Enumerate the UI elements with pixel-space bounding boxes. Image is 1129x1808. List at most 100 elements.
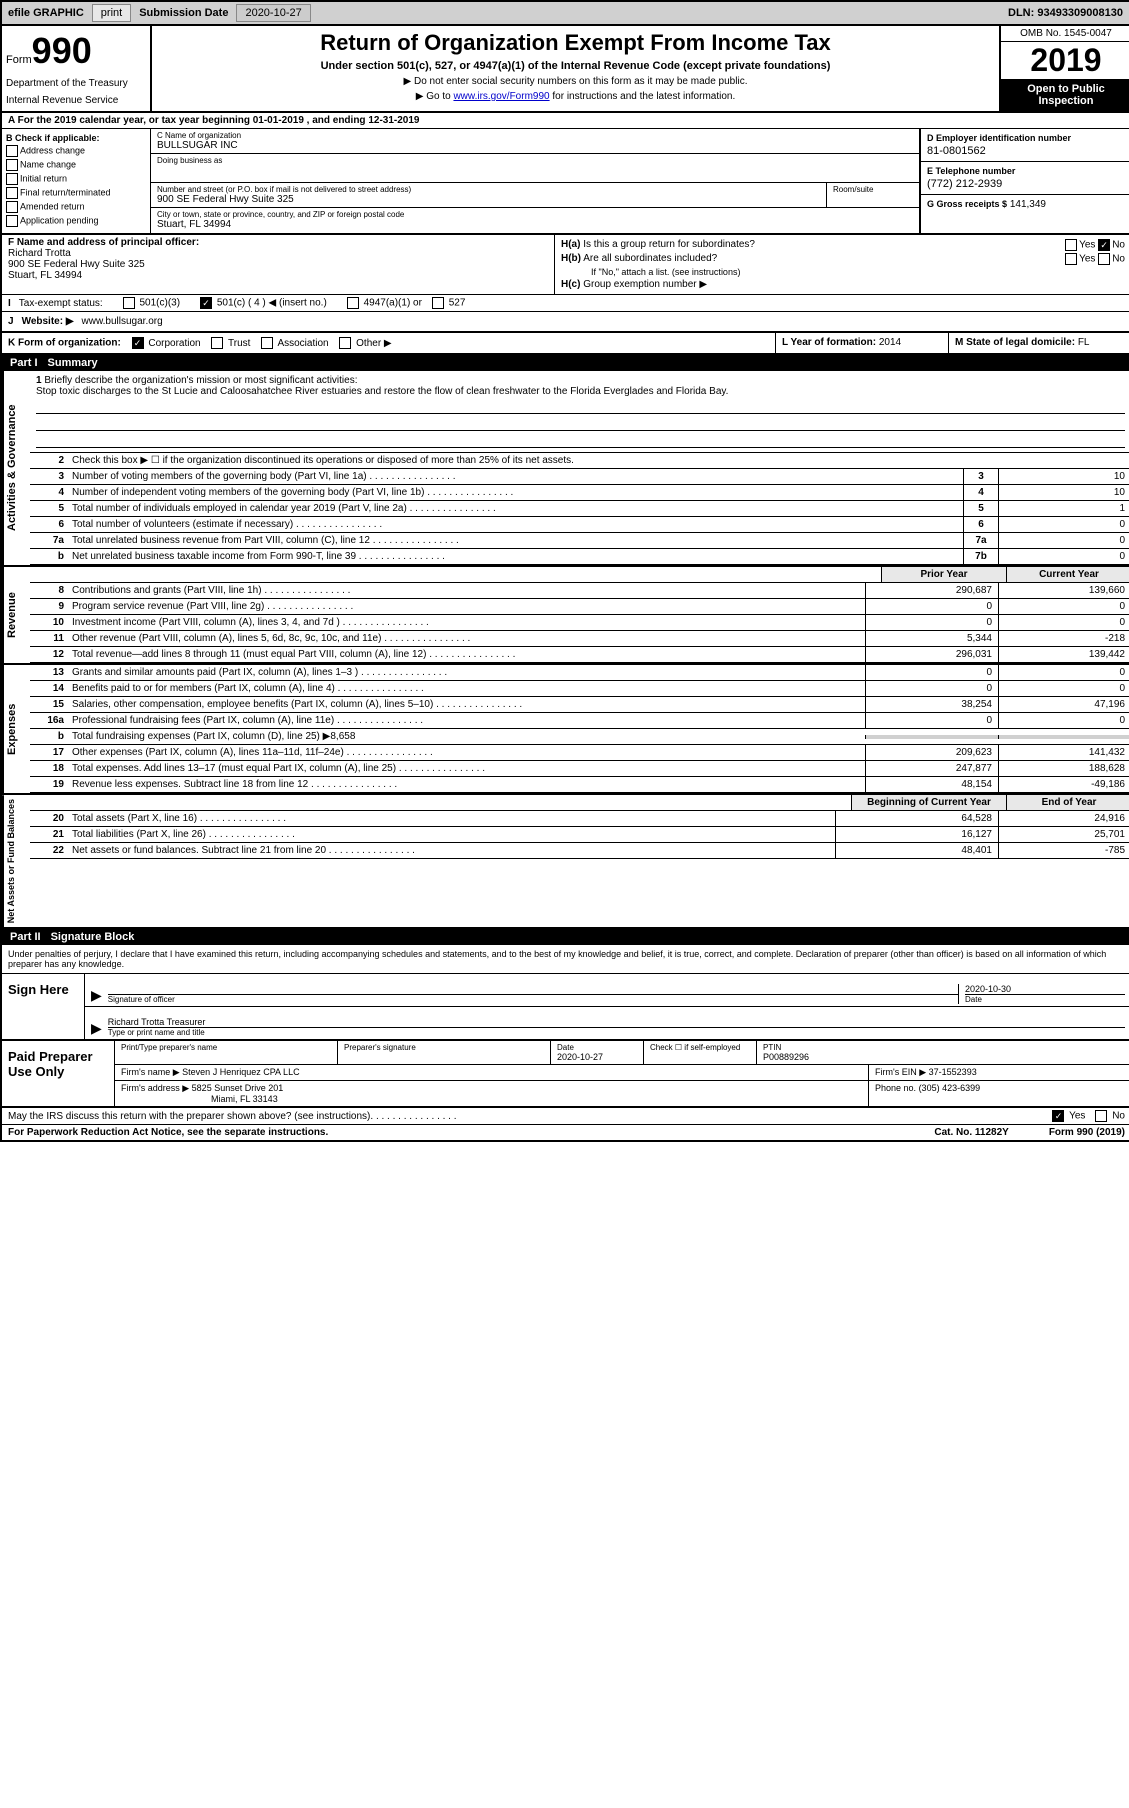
- header-left: Form990 Department of the Treasury Inter…: [2, 26, 152, 111]
- firm-ein-cell: Firm's EIN ▶ 37-1552393: [869, 1065, 1129, 1080]
- firm-name-value: Steven J Henriquez CPA LLC: [182, 1067, 299, 1077]
- firm-name-cell: Firm's name ▶ Steven J Henriquez CPA LLC: [115, 1065, 869, 1080]
- expense-line-17: 17 Other expenses (Part IX, column (A), …: [30, 745, 1129, 761]
- col-de: D Employer identification number 81-0801…: [919, 129, 1129, 233]
- firm-addr2: Miami, FL 33143: [211, 1094, 278, 1104]
- firm-addr-cell: Firm's address ▶ 5825 Sunset Drive 201 M…: [115, 1081, 869, 1106]
- sig-date-field: 2020-10-30 Date: [958, 984, 1125, 1004]
- k-trust[interactable]: Trust: [228, 338, 250, 349]
- discuss-no[interactable]: No: [1112, 1111, 1125, 1122]
- revenue-line-8: 8 Contributions and grants (Part VIII, l…: [30, 583, 1129, 599]
- form-990-page: efile GRAPHIC print Submission Date 2020…: [0, 0, 1129, 1142]
- prep-row2: Firm's name ▶ Steven J Henriquez CPA LLC…: [115, 1065, 1129, 1081]
- form-note2: ▶ Go to www.irs.gov/Form990 for instruct…: [156, 91, 995, 102]
- form-word: Form: [6, 54, 32, 66]
- section-governance: Activities & Governance 1 Briefly descri…: [2, 371, 1129, 567]
- ein-value: 81-0801562: [927, 145, 1125, 157]
- irs-link[interactable]: www.irs.gov/Form990: [453, 91, 549, 102]
- sig-name-row: ▶ Richard Trotta Treasurer Type or print…: [85, 1007, 1129, 1039]
- mission-text: Stop toxic discharges to the St Lucie an…: [36, 386, 728, 397]
- part2-title: Signature Block: [51, 931, 135, 943]
- sig-flex: Sign Here ▶ Signature of officer 2020-10…: [2, 973, 1129, 1039]
- org-name-cell: C Name of organization BULLSUGAR INC: [151, 129, 919, 154]
- header-right: OMB No. 1545-0047 2019 Open to Public In…: [999, 26, 1129, 111]
- opt-501c3[interactable]: 501(c)(3): [139, 298, 180, 309]
- col-b-header: B Check if applicable:: [6, 133, 146, 143]
- tax-status-row: I Tax-exempt status: 501(c)(3) 501(c) ( …: [2, 295, 1129, 312]
- k-label: K Form of organization:: [8, 338, 121, 349]
- dba-label: Doing business as: [157, 156, 913, 165]
- submission-date-label: Submission Date: [133, 5, 234, 21]
- expense-line-15: 15 Salaries, other compensation, employe…: [30, 697, 1129, 713]
- cat-number: Cat. No. 11282Y: [934, 1127, 1008, 1138]
- expense-line-19: 19 Revenue less expenses. Subtract line …: [30, 777, 1129, 793]
- form-subtitle: Under section 501(c), 527, or 4947(a)(1)…: [156, 60, 995, 72]
- discuss-yes[interactable]: Yes: [1069, 1111, 1085, 1122]
- firm-phone-label: Phone no.: [875, 1083, 916, 1093]
- opt-501c4[interactable]: 501(c) ( 4 ) ◀ (insert no.): [217, 298, 327, 309]
- part1-header: Part I Summary: [2, 355, 1129, 371]
- k-corporation[interactable]: Corporation: [148, 338, 200, 349]
- revenue-line-9: 9 Program service revenue (Part VIII, li…: [30, 599, 1129, 615]
- chk-final-return[interactable]: Final return/terminated: [6, 187, 146, 199]
- beginning-year-header: Beginning of Current Year: [851, 795, 1006, 810]
- chk-initial-return[interactable]: Initial return: [6, 173, 146, 185]
- part2-header: Part II Signature Block: [2, 929, 1129, 945]
- line2: 2 Check this box ▶ ☐ if the organization…: [30, 452, 1129, 469]
- sig-date-label: Date: [965, 994, 1125, 1004]
- chk-name-change[interactable]: Name change: [6, 159, 146, 171]
- k-association[interactable]: Association: [277, 338, 328, 349]
- chk-address-change[interactable]: Address change: [6, 145, 146, 157]
- print-button[interactable]: print: [92, 4, 131, 22]
- street-label: Number and street (or P.O. box if mail i…: [157, 185, 820, 194]
- signature-section: Under penalties of perjury, I declare th…: [2, 945, 1129, 1041]
- row-a-tax-year: A For the 2019 calendar year, or tax yea…: [2, 113, 1129, 129]
- vert-expenses: Expenses: [2, 665, 30, 793]
- prep-sig-label: Preparer's signature: [344, 1043, 544, 1052]
- website-row: J Website: ▶ www.bullsugar.org: [2, 312, 1129, 333]
- opt-527[interactable]: 527: [449, 298, 466, 309]
- ein-cell: D Employer identification number 81-0801…: [921, 129, 1129, 162]
- org-name-label: C Name of organization: [157, 131, 913, 140]
- summary-line-7a: 7a Total unrelated business revenue from…: [30, 533, 1129, 549]
- blank-line: [36, 416, 1125, 431]
- revenue-line-11: 11 Other revenue (Part VIII, column (A),…: [30, 631, 1129, 647]
- opt-4947[interactable]: 4947(a)(1) or: [364, 298, 422, 309]
- firm-addr-label: Firm's address ▶: [121, 1083, 189, 1093]
- netasset-line-22: 22 Net assets or fund balances. Subtract…: [30, 843, 1129, 859]
- preparer-section: Paid Preparer Use Only Print/Type prepar…: [2, 1041, 1129, 1108]
- current-year-header: Current Year: [1006, 567, 1129, 582]
- officer-addr2: Stuart, FL 34994: [8, 270, 548, 281]
- part1-num: Part I: [10, 357, 38, 369]
- blank-line: [36, 399, 1125, 414]
- chk-amended-return[interactable]: Amended return: [6, 201, 146, 213]
- prep-row3: Firm's address ▶ 5825 Sunset Drive 201 M…: [115, 1081, 1129, 1106]
- revenue-header-row: Prior Year Current Year: [30, 567, 1129, 583]
- l-value: 2014: [879, 337, 901, 348]
- summary-line-b: b Net unrelated business taxable income …: [30, 549, 1129, 565]
- prep-selfemp-label[interactable]: Check ☐ if self-employed: [650, 1043, 750, 1052]
- revenue-line-12: 12 Total revenue—add lines 8 through 11 …: [30, 647, 1129, 663]
- l-label: L Year of formation:: [782, 337, 876, 348]
- top-bar: efile GRAPHIC print Submission Date 2020…: [2, 2, 1129, 26]
- chk-application-pending[interactable]: Application pending: [6, 215, 146, 227]
- prep-date-cell: Date 2020-10-27: [551, 1041, 644, 1064]
- dln: DLN: 93493309008130: [1000, 5, 1129, 21]
- phone-value: (772) 212-2939: [927, 178, 1125, 190]
- room-label: Room/suite: [833, 185, 913, 194]
- firm-ein-value: 37-1552393: [929, 1067, 977, 1077]
- city-label: City or town, state or province, country…: [157, 210, 913, 219]
- omb-number: OMB No. 1545-0047: [1001, 26, 1129, 42]
- gross-value: 141,349: [1010, 199, 1046, 210]
- arrow-icon: ▶: [91, 1020, 102, 1037]
- gross-label: G Gross receipts $: [927, 199, 1007, 209]
- tax-status-label: Tax-exempt status:: [19, 298, 103, 309]
- sig-officer-field[interactable]: Signature of officer: [108, 994, 958, 1004]
- summary-line-6: 6 Total number of volunteers (estimate i…: [30, 517, 1129, 533]
- firm-ein-label: Firm's EIN ▶: [875, 1067, 926, 1077]
- k-other[interactable]: Other ▶: [356, 338, 391, 349]
- hb-note: If "No," attach a list. (see instruction…: [561, 267, 1125, 277]
- ein-label: D Employer identification number: [927, 133, 1125, 143]
- discuss-row: May the IRS discuss this return with the…: [2, 1108, 1129, 1125]
- form-title: Return of Organization Exempt From Incom…: [156, 30, 995, 56]
